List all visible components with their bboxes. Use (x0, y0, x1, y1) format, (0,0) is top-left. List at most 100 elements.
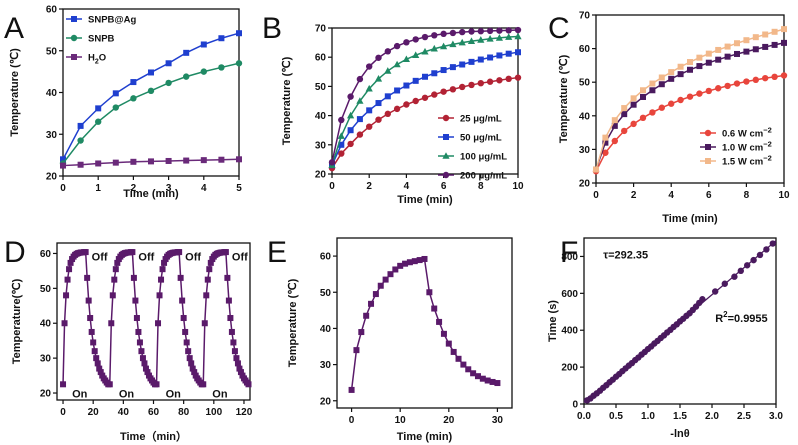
data-point (752, 76, 759, 84)
data-point (347, 93, 354, 100)
data-point (431, 305, 438, 312)
x-tick-label: 5 (236, 183, 242, 194)
data-point (430, 44, 438, 52)
y-tick-label: 200 (561, 363, 578, 374)
data-point (393, 60, 401, 68)
y-tick-label: 40 (46, 88, 58, 99)
data-point (201, 320, 208, 327)
data-point (640, 93, 646, 100)
data-point (496, 77, 503, 84)
data-point (112, 90, 119, 97)
data-point (658, 104, 665, 111)
data-point (165, 79, 172, 87)
data-point (183, 339, 190, 346)
data-point (393, 42, 401, 50)
y-tick-label: 60 (46, 5, 58, 16)
data-point (687, 66, 693, 73)
panel-label: D (4, 236, 26, 269)
data-point (112, 159, 119, 166)
series (328, 32, 522, 169)
plot-frame (595, 14, 785, 184)
x-axis-label: Time (min) (123, 188, 179, 200)
data-point (159, 266, 166, 273)
x-tick-label: 10 (512, 181, 524, 192)
legend-label-part: O (99, 53, 106, 64)
data-point (450, 348, 457, 355)
y-tick-label: 600 (561, 289, 578, 300)
data-point (486, 78, 494, 85)
data-point (484, 377, 491, 384)
data-point (95, 160, 102, 167)
data-point (715, 56, 722, 63)
series (328, 74, 522, 172)
y-axis-label: Temperature (℃) (9, 48, 21, 137)
data-point (412, 36, 419, 43)
data-point (602, 134, 609, 141)
data-point (97, 369, 104, 376)
data-point (505, 50, 512, 57)
y-tick-label: 40 (320, 324, 332, 335)
x-tick-label: 4 (404, 181, 410, 192)
data-point (696, 63, 703, 70)
data-point (394, 87, 401, 94)
data-point (338, 116, 345, 124)
data-point (724, 43, 731, 50)
data-point (602, 149, 609, 156)
x-tick-label: 4 (668, 190, 674, 201)
data-point (445, 340, 452, 347)
data-point (218, 64, 225, 71)
data-point (337, 132, 345, 139)
data-point (455, 355, 462, 362)
data-point (148, 158, 154, 165)
y-tick-label: 30 (46, 130, 58, 141)
data-point (467, 37, 476, 44)
y-tick-label: 20 (40, 389, 52, 400)
data-point (465, 366, 472, 373)
y-axis-label: Time (s) (547, 300, 559, 342)
data-point (769, 240, 776, 247)
data-point (403, 82, 410, 89)
x-tick-label: 1 (95, 183, 101, 194)
data-point (111, 276, 118, 283)
data-point (468, 28, 475, 35)
data-point (200, 68, 207, 75)
series (60, 249, 252, 388)
y-tick-label: 20 (320, 396, 332, 407)
data-point (411, 258, 418, 265)
y-axis-label: Temperature(℃) (11, 278, 23, 364)
data-point (771, 73, 778, 81)
data-point (222, 249, 229, 256)
y-tick-label: 40 (579, 111, 591, 122)
data-point (743, 37, 750, 44)
x-tick-label: 8 (478, 181, 484, 192)
data-point (505, 33, 513, 40)
x-tick-label: 0 (349, 415, 355, 426)
data-point (431, 32, 438, 39)
data-point (421, 94, 429, 101)
y-tick-label: 800 (561, 252, 578, 263)
data-point (384, 110, 391, 118)
x-tick-label: 0 (60, 183, 66, 194)
data-point (514, 32, 522, 40)
series (59, 60, 243, 167)
data-point (687, 59, 693, 66)
data-point (630, 101, 637, 108)
y-tick-label: 70 (315, 24, 327, 35)
data-point (114, 259, 121, 266)
panel-F: F 0.0 0.5 1.0 1.5 2.0 2.5 3.0 0 200 400 600 800 -lnθ T… (547, 236, 783, 440)
x-tick-label: 0.0 (577, 411, 591, 422)
x-tick-label: 3.0 (769, 411, 783, 422)
data-point (382, 276, 389, 283)
data-point (392, 266, 399, 273)
annotation-label: On (166, 389, 182, 401)
data-point (358, 329, 365, 336)
data-point (112, 104, 120, 111)
data-point (183, 49, 190, 56)
x-tick-label: 2 (366, 181, 372, 192)
annotation-label: On (119, 389, 135, 401)
legend-label: 100 μg/mL (460, 152, 507, 163)
y-tick-label: 60 (315, 53, 327, 64)
data-point (77, 137, 84, 144)
data-point (106, 381, 113, 388)
x-tick-label: 120 (236, 407, 253, 418)
